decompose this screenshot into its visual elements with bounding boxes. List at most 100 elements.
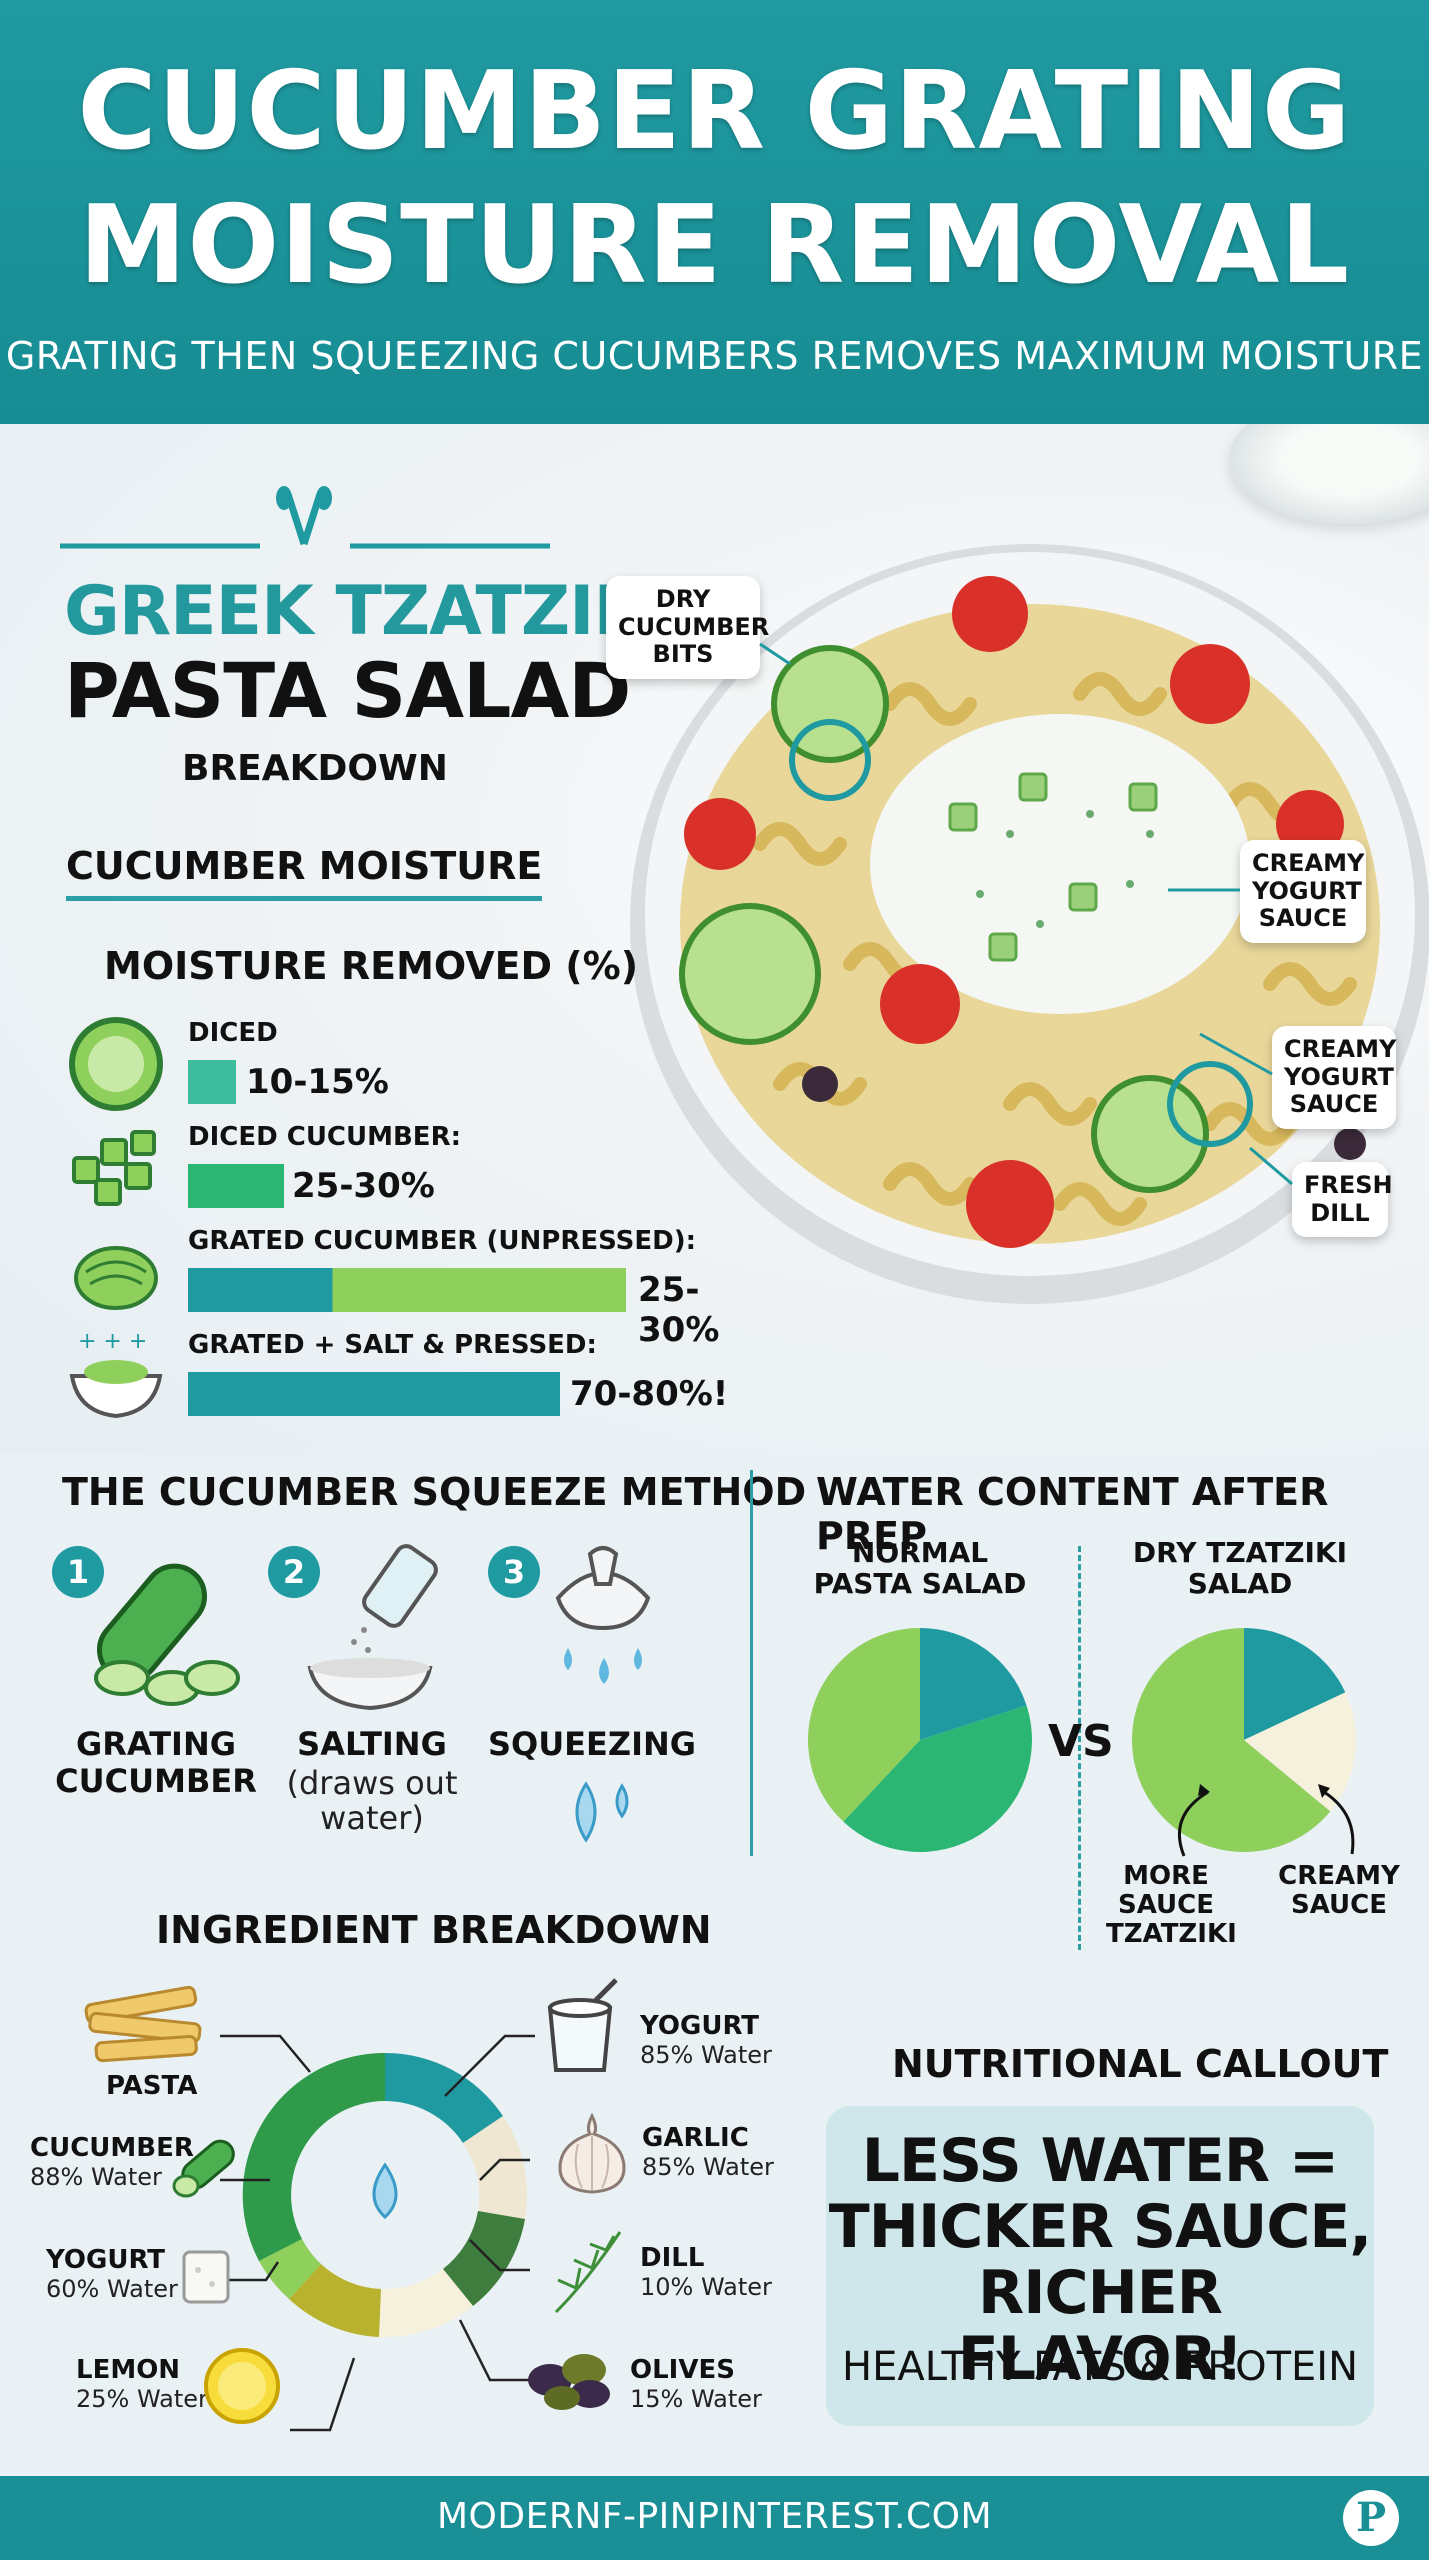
ingredient-water: 85% Water bbox=[640, 2040, 772, 2069]
pie-title-normal: NORMAL PASTA SALAD bbox=[813, 1536, 1027, 1600]
step-number: 2 bbox=[268, 1546, 320, 1598]
ingredient-leader-lines bbox=[220, 2034, 535, 2432]
pie-slice bbox=[1132, 1628, 1331, 1852]
lemon-icon bbox=[204, 2348, 280, 2424]
moisture-row-label: GRATED CUCUMBER (UNPRESSED): bbox=[188, 1226, 697, 1256]
moisture-row-label: GRATED + SALT & PRESSED: bbox=[188, 1330, 597, 1360]
moisture-bar bbox=[188, 1268, 626, 1312]
yogurt-cup-icon bbox=[547, 1978, 618, 2072]
pie-slice bbox=[920, 1628, 1027, 1740]
pie-divider-line bbox=[1078, 1546, 1081, 1950]
ingredient-name: LEMON bbox=[76, 2355, 181, 2385]
page-title-line1: CUCUMBER GRATING bbox=[77, 49, 1352, 174]
step-label: GRATING CUCUMBER bbox=[55, 1725, 257, 1800]
cucumber-icon bbox=[94, 1563, 240, 1706]
section-heading-nutrition: NUTRITIONAL CALLOUT bbox=[892, 2042, 1389, 2086]
step-sublabel: (draws out water) bbox=[286, 1764, 458, 1838]
ingredient-water: 25% Water bbox=[76, 2384, 208, 2413]
callout-creamy-sauce-1: CREAMY YOGURT SAUCE bbox=[1240, 840, 1366, 943]
grated-cucumber-icon bbox=[74, 1246, 158, 1310]
pie-title-dry: DRY TZATZIKI SALAD bbox=[1132, 1536, 1348, 1600]
feta-cube-icon bbox=[182, 2250, 230, 2304]
step-label: SQUEEZING bbox=[487, 1725, 697, 1763]
olives-icon bbox=[528, 2354, 610, 2410]
step-squeezing: 3 SQUEEZING bbox=[488, 1538, 698, 1878]
dill-icon bbox=[554, 2231, 622, 2314]
moisture-bar bbox=[188, 1372, 560, 1416]
footer-bar: MODERNF-PINPINTEREST.COM P bbox=[0, 2476, 1429, 2560]
ingredient-water: 10% Water bbox=[640, 2272, 772, 2301]
step-label: SALTING bbox=[297, 1725, 447, 1763]
ingredient-yogurt-85: YOGURT 85% Water bbox=[640, 2011, 772, 2069]
ingredient-name: CUCUMBER bbox=[30, 2133, 194, 2163]
ingredient-name: YOGURT bbox=[46, 2245, 166, 2275]
callout-dry-bits: DRY CUCUMBER BITS bbox=[606, 576, 769, 679]
vs-label: VS bbox=[1048, 1716, 1114, 1767]
moisture-bar bbox=[188, 1164, 284, 1208]
nutrition-headline-line2: THICKER SAUCE, bbox=[828, 2192, 1372, 2262]
moisture-row-value: 25-30% bbox=[292, 1166, 435, 1206]
step-number: 3 bbox=[488, 1546, 540, 1598]
page-subtitle: GRATING THEN SQUEEZING CUCUMBERS REMOVES… bbox=[5, 334, 1424, 378]
brand-title-line1: GREEK TZATZIKI bbox=[64, 572, 670, 651]
ingredient-lemon: LEMON 25% Water bbox=[76, 2355, 208, 2413]
pie-note-arrows bbox=[1177, 1784, 1355, 1857]
section-heading-water: WATER CONTENT AFTER PREP bbox=[816, 1470, 1329, 1558]
fork-knife-logo-icon bbox=[60, 486, 550, 549]
salt-shaker-icon bbox=[307, 1544, 438, 1711]
pie-normal bbox=[808, 1628, 1032, 1852]
moisture-row-label: DICED bbox=[188, 1018, 278, 1048]
ingredient-cucumber: CUCUMBER 88% Water bbox=[30, 2133, 194, 2191]
pie-slice bbox=[1244, 1692, 1356, 1812]
section-heading-moisture: CUCUMBER MOISTURE bbox=[66, 844, 543, 901]
callout-creamy-sauce-2: CREAMY YOGURT SAUCE bbox=[1272, 1026, 1396, 1129]
callout-fresh-dill: FRESH DILL bbox=[1292, 1162, 1393, 1238]
header-banner: CUCUMBER GRATING MOISTURE REMOVAL GRATIN… bbox=[0, 0, 1429, 424]
ingredient-olives: OLIVES 15% Water bbox=[630, 2355, 762, 2413]
ingredient-pasta: PASTA bbox=[106, 2071, 198, 2102]
section-heading-ingredients: INGREDIENT BREAKDOWN bbox=[156, 1908, 712, 1952]
ingredient-name: GARLIC bbox=[642, 2123, 749, 2153]
moisture-row: GRATED CUCUMBER (UNPRESSED): 25-30% bbox=[66, 1222, 766, 1350]
callout-leader-lines bbox=[759, 642, 1293, 1186]
nutrition-callout-box: LESS WATER = THICKER SAUCE, RICHER FLAVO… bbox=[826, 2106, 1374, 2426]
moisture-row-value: 10-15% bbox=[246, 1062, 389, 1102]
nutrition-headline: LESS WATER = THICKER SAUCE, RICHER FLAVO… bbox=[826, 2128, 1374, 2392]
water-drops-icon bbox=[575, 1781, 629, 1843]
pie-slice bbox=[808, 1628, 920, 1822]
moisture-row: DICED CUCUMBER: 25-30% bbox=[66, 1118, 766, 1218]
nutrition-headline-line3: RICHER FLAVOR! bbox=[957, 2258, 1244, 2394]
ingredient-water: 88% Water bbox=[30, 2162, 162, 2191]
footer-url-link[interactable]: MODERNF-PINPINTEREST.COM bbox=[436, 2496, 993, 2537]
ingredient-garlic: GARLIC 85% Water bbox=[642, 2123, 774, 2181]
step-salting: 2 SALTING (draws out water) bbox=[268, 1538, 478, 1878]
pasta-bowl-image bbox=[630, 544, 1429, 1304]
ingredient-water: 15% Water bbox=[630, 2384, 762, 2413]
pie-note-right: CREAMY SAUCE bbox=[1278, 1861, 1400, 1921]
page-title-line2: MOISTURE REMOVAL bbox=[78, 183, 1351, 308]
moisture-row-value: 70-80%! bbox=[570, 1374, 729, 1414]
pie-dry bbox=[1132, 1628, 1356, 1852]
svg-text:+ + +: + + + bbox=[78, 1329, 147, 1354]
pie-slice bbox=[843, 1705, 1032, 1852]
hero-area: GREEK TZATZIKI PASTA SALAD BREAKDOWN CUC… bbox=[0, 424, 1429, 1454]
ingredient-water: 60% Water bbox=[46, 2274, 178, 2303]
ingredient-name: PASTA bbox=[106, 2071, 198, 2101]
nutrition-headline-line1: LESS WATER = bbox=[861, 2126, 1339, 2196]
ingredient-name: OLIVES bbox=[630, 2355, 735, 2385]
ingredient-dill: DILL 10% Water bbox=[640, 2243, 772, 2301]
cucumber-icon bbox=[172, 2139, 235, 2198]
moisture-row-value: 25-30% bbox=[638, 1270, 720, 1350]
pie-note-left: MORE SAUCE TZATZIKI bbox=[1106, 1861, 1237, 1950]
pie-slice bbox=[1244, 1628, 1346, 1740]
step-grating: 1 GRATING CUCUMBER bbox=[52, 1538, 262, 1878]
nutrition-subline: HEALTHY FATS & PROTEIN bbox=[841, 2344, 1358, 2390]
pressed-bowl-icon: + + + bbox=[69, 1329, 163, 1419]
section-heading-squeeze: THE CUCUMBER SQUEEZE METHOD bbox=[62, 1470, 807, 1514]
moisture-row: DICED 10-15% bbox=[66, 1014, 766, 1114]
section-divider bbox=[750, 1470, 753, 1856]
cucumber-slice-icon bbox=[69, 1017, 163, 1111]
moisture-row: + + + GRATED + SALT & PRESSED: 70-80%! bbox=[66, 1326, 766, 1426]
pinterest-icon[interactable]: P bbox=[1343, 2490, 1399, 2546]
moisture-bar bbox=[188, 1060, 236, 1104]
